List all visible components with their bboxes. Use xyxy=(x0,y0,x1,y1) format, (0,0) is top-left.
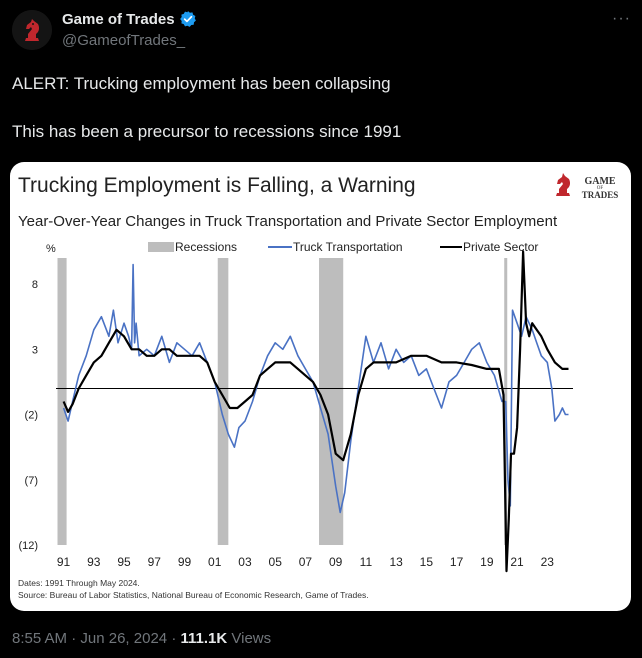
y-tick-label-3: (7) xyxy=(25,475,38,487)
legend-label-private: Private Sector xyxy=(463,240,538,254)
recession-band-0 xyxy=(57,258,67,545)
y-tick-label-2: (2) xyxy=(25,410,38,422)
x-tick-label-10: 11 xyxy=(360,555,373,569)
x-tick-label-4: 99 xyxy=(178,555,192,569)
x-tick-label-13: 17 xyxy=(450,555,464,569)
legend-label-truck: Truck Transportation xyxy=(293,240,403,254)
views-count: 111.1K xyxy=(180,630,228,647)
x-tick-label-11: 13 xyxy=(389,555,403,569)
chart-legend: Recessions Truck Transportation Private … xyxy=(148,240,538,254)
chart-svg: Trucking Employment is Falling, a Warnin… xyxy=(18,173,618,600)
y-axis-unit-label: % xyxy=(46,243,56,255)
x-tick-label-0: 91 xyxy=(57,555,71,569)
verified-badge-icon xyxy=(179,11,196,27)
author-avatar[interactable] xyxy=(12,10,52,50)
chart-footnote-dates: Dates: 1991 Through May 2024. xyxy=(18,578,140,588)
private-sector-line xyxy=(62,250,569,573)
chart-plot-area: 8 3 (2) (7) (12) 91 93 95 97 99 01 03 05 07 09 11 13 15 17… xyxy=(18,250,573,573)
x-tick-label-14: 19 xyxy=(480,555,494,569)
y-tick-label-4: (12) xyxy=(18,540,38,552)
author-name-text: Game of Trades xyxy=(62,10,175,28)
author-name[interactable]: Game of Trades xyxy=(62,10,197,28)
y-tick-label-0: 8 xyxy=(32,279,38,291)
x-tick-label-12: 15 xyxy=(420,555,434,569)
chart-subtitle: Year-Over-Year Changes in Truck Transpor… xyxy=(18,213,558,230)
x-tick-label-8: 07 xyxy=(299,555,313,569)
tweet-text: ALERT: Trucking employment has been coll… xyxy=(12,72,622,144)
logo-text-trades: TRADES xyxy=(582,190,619,200)
legend-swatch-recessions xyxy=(148,242,174,252)
x-tick-label-15: 21 xyxy=(510,555,524,569)
x-tick-label-5: 01 xyxy=(208,555,222,569)
meta-separator: · xyxy=(71,630,77,647)
x-tick-label-6: 03 xyxy=(238,555,252,569)
tweet-time[interactable]: 8:55 AM xyxy=(12,630,68,647)
chart-footnote-source: Source: Bureau of Labor Statistics, Nati… xyxy=(18,590,369,600)
tweet-text-line-2: This has been a precursor to recessions … xyxy=(12,122,402,141)
y-tick-label-1: 3 xyxy=(32,344,38,356)
chart-title: Trucking Employment is Falling, a Warnin… xyxy=(18,174,416,197)
tweet-text-line-1: ALERT: Trucking employment has been coll… xyxy=(12,74,391,93)
tweet-date[interactable]: Jun 26, 2024 xyxy=(80,630,168,647)
x-tick-label-9: 09 xyxy=(329,555,343,569)
recession-band-1 xyxy=(217,258,229,545)
x-tick-label-2: 95 xyxy=(117,555,131,569)
author-handle[interactable]: @GameofTrades_ xyxy=(62,32,186,49)
x-tick-label-3: 97 xyxy=(148,555,162,569)
more-icon[interactable]: ··· xyxy=(612,10,631,27)
logo-text-of: OF xyxy=(597,186,604,191)
tweet-meta: 8:55 AM · Jun 26, 2024 · 111.1K Views xyxy=(12,630,271,647)
logo-text-game: GAME xyxy=(584,176,615,187)
legend-label-recessions: Recessions xyxy=(175,240,237,254)
x-tick-label-7: 05 xyxy=(269,555,283,569)
views-label: Views xyxy=(231,630,272,647)
x-tick-label-16: 23 xyxy=(541,555,555,569)
knight-logo-icon xyxy=(12,10,52,50)
meta-separator-2: · xyxy=(171,630,177,647)
x-tick-label-1: 93 xyxy=(87,555,101,569)
game-of-trades-logo: GAME OF TRADES xyxy=(556,173,618,200)
logo-knight-icon xyxy=(556,173,571,196)
chart-image-card[interactable]: Trucking Employment is Falling, a Warnin… xyxy=(10,162,631,611)
